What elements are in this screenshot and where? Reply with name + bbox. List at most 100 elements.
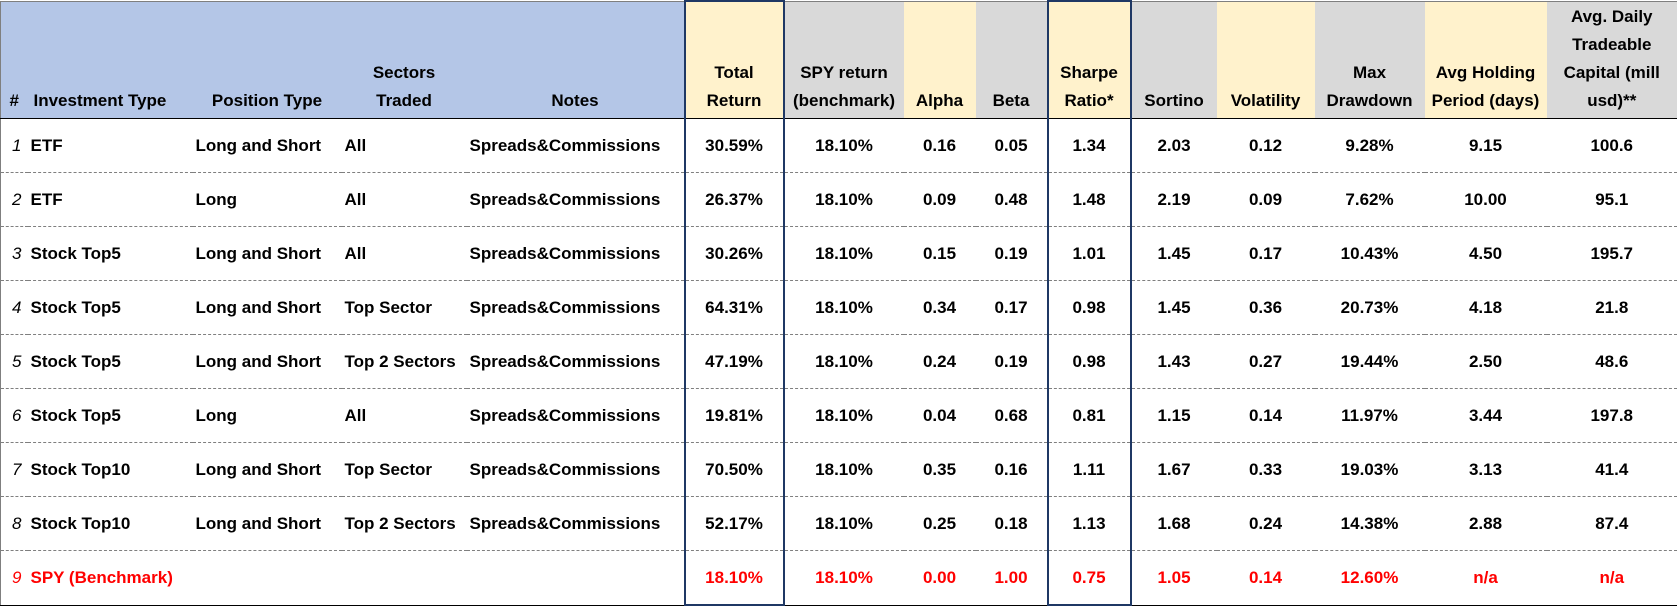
cell-spy-return[interactable]: 18.10% bbox=[784, 335, 904, 389]
cell-max-drawdown[interactable]: 10.43% bbox=[1315, 227, 1425, 281]
cell-sharpe-ratio[interactable]: 0.98 bbox=[1048, 335, 1131, 389]
cell-avg-daily-capital[interactable]: 21.8 bbox=[1547, 281, 1677, 335]
cell-investment-type[interactable]: Stock Top10 bbox=[28, 497, 193, 551]
row-number[interactable]: 3 bbox=[1, 227, 28, 281]
cell-avg-daily-capital[interactable]: 87.4 bbox=[1547, 497, 1677, 551]
header-sectors-traded[interactable]: Sectors Traded bbox=[342, 1, 467, 119]
cell-position-type[interactable]: Long and Short bbox=[193, 227, 342, 281]
cell-sectors-traded[interactable]: Top 2 Sectors bbox=[342, 497, 467, 551]
cell-notes[interactable]: Spreads&Commissions bbox=[467, 119, 685, 173]
cell-notes[interactable]: Spreads&Commissions bbox=[467, 227, 685, 281]
cell-total-return[interactable]: 18.10% bbox=[685, 551, 784, 606]
header-num[interactable]: # bbox=[1, 1, 28, 119]
row-number[interactable]: 5 bbox=[1, 335, 28, 389]
cell-sectors-traded[interactable]: All bbox=[342, 389, 467, 443]
cell-avg-holding-period[interactable]: 9.15 bbox=[1425, 119, 1547, 173]
cell-sortino[interactable]: 1.45 bbox=[1131, 227, 1217, 281]
cell-max-drawdown[interactable]: 20.73% bbox=[1315, 281, 1425, 335]
cell-sortino[interactable]: 1.05 bbox=[1131, 551, 1217, 606]
cell-position-type[interactable]: Long bbox=[193, 173, 342, 227]
cell-sharpe-ratio[interactable]: 1.48 bbox=[1048, 173, 1131, 227]
cell-sharpe-ratio[interactable]: 0.98 bbox=[1048, 281, 1131, 335]
cell-total-return[interactable]: 52.17% bbox=[685, 497, 784, 551]
cell-spy-return[interactable]: 18.10% bbox=[784, 119, 904, 173]
cell-alpha[interactable]: 0.24 bbox=[904, 335, 976, 389]
cell-beta[interactable]: 0.16 bbox=[976, 443, 1048, 497]
cell-investment-type[interactable]: Stock Top5 bbox=[28, 281, 193, 335]
cell-total-return[interactable]: 30.59% bbox=[685, 119, 784, 173]
cell-beta[interactable]: 0.19 bbox=[976, 227, 1048, 281]
cell-position-type[interactable]: Long and Short bbox=[193, 281, 342, 335]
cell-avg-daily-capital[interactable]: 195.7 bbox=[1547, 227, 1677, 281]
cell-spy-return[interactable]: 18.10% bbox=[784, 227, 904, 281]
cell-sectors-traded[interactable] bbox=[342, 551, 467, 606]
header-position-type[interactable]: Position Type bbox=[193, 1, 342, 119]
header-volatility[interactable]: Volatility bbox=[1217, 1, 1315, 119]
cell-spy-return[interactable]: 18.10% bbox=[784, 443, 904, 497]
cell-beta[interactable]: 1.00 bbox=[976, 551, 1048, 606]
header-avg-holding-period[interactable]: Avg Holding Period (days) bbox=[1425, 1, 1547, 119]
row-number[interactable]: 4 bbox=[1, 281, 28, 335]
header-sharpe-ratio[interactable]: Sharpe Ratio* bbox=[1048, 1, 1131, 119]
cell-avg-daily-capital[interactable]: 100.6 bbox=[1547, 119, 1677, 173]
cell-position-type[interactable]: Long bbox=[193, 389, 342, 443]
cell-sortino[interactable]: 1.43 bbox=[1131, 335, 1217, 389]
cell-investment-type[interactable]: Stock Top10 bbox=[28, 443, 193, 497]
header-beta[interactable]: Beta bbox=[976, 1, 1048, 119]
cell-position-type[interactable]: Long and Short bbox=[193, 335, 342, 389]
cell-sectors-traded[interactable]: Top 2 Sectors bbox=[342, 335, 467, 389]
cell-volatility[interactable]: 0.14 bbox=[1217, 551, 1315, 606]
cell-avg-daily-capital[interactable]: 48.6 bbox=[1547, 335, 1677, 389]
cell-investment-type[interactable]: Stock Top5 bbox=[28, 335, 193, 389]
cell-sharpe-ratio[interactable]: 1.13 bbox=[1048, 497, 1131, 551]
cell-avg-daily-capital[interactable]: 95.1 bbox=[1547, 173, 1677, 227]
header-spy-return[interactable]: SPY return (benchmark) bbox=[784, 1, 904, 119]
cell-notes[interactable]: Spreads&Commissions bbox=[467, 389, 685, 443]
cell-notes[interactable]: Spreads&Commissions bbox=[467, 281, 685, 335]
cell-spy-return[interactable]: 18.10% bbox=[784, 389, 904, 443]
cell-avg-holding-period[interactable]: 4.50 bbox=[1425, 227, 1547, 281]
cell-avg-holding-period[interactable]: n/a bbox=[1425, 551, 1547, 606]
cell-position-type[interactable]: Long and Short bbox=[193, 119, 342, 173]
cell-beta[interactable]: 0.05 bbox=[976, 119, 1048, 173]
cell-sortino[interactable]: 1.15 bbox=[1131, 389, 1217, 443]
cell-sectors-traded[interactable]: All bbox=[342, 173, 467, 227]
cell-sortino[interactable]: 1.45 bbox=[1131, 281, 1217, 335]
cell-alpha[interactable]: 0.16 bbox=[904, 119, 976, 173]
cell-alpha[interactable]: 0.09 bbox=[904, 173, 976, 227]
cell-beta[interactable]: 0.17 bbox=[976, 281, 1048, 335]
cell-alpha[interactable]: 0.15 bbox=[904, 227, 976, 281]
cell-avg-holding-period[interactable]: 3.13 bbox=[1425, 443, 1547, 497]
cell-sectors-traded[interactable]: Top Sector bbox=[342, 443, 467, 497]
cell-investment-type[interactable]: Stock Top5 bbox=[28, 227, 193, 281]
cell-volatility[interactable]: 0.14 bbox=[1217, 389, 1315, 443]
cell-alpha[interactable]: 0.34 bbox=[904, 281, 976, 335]
header-total-return[interactable]: Total Return bbox=[685, 1, 784, 119]
header-sortino[interactable]: Sortino bbox=[1131, 1, 1217, 119]
cell-sharpe-ratio[interactable]: 1.01 bbox=[1048, 227, 1131, 281]
cell-spy-return[interactable]: 18.10% bbox=[784, 551, 904, 606]
cell-total-return[interactable]: 64.31% bbox=[685, 281, 784, 335]
cell-volatility[interactable]: 0.24 bbox=[1217, 497, 1315, 551]
cell-investment-type[interactable]: SPY (Benchmark) bbox=[28, 551, 193, 606]
row-number[interactable]: 8 bbox=[1, 497, 28, 551]
cell-avg-holding-period[interactable]: 10.00 bbox=[1425, 173, 1547, 227]
row-number[interactable]: 6 bbox=[1, 389, 28, 443]
cell-position-type[interactable]: Long and Short bbox=[193, 497, 342, 551]
cell-sharpe-ratio[interactable]: 0.75 bbox=[1048, 551, 1131, 606]
cell-investment-type[interactable]: ETF bbox=[28, 173, 193, 227]
cell-sortino[interactable]: 2.19 bbox=[1131, 173, 1217, 227]
row-number[interactable]: 1 bbox=[1, 119, 28, 173]
cell-sectors-traded[interactable]: All bbox=[342, 119, 467, 173]
cell-max-drawdown[interactable]: 7.62% bbox=[1315, 173, 1425, 227]
header-notes[interactable]: Notes bbox=[467, 1, 685, 119]
cell-avg-holding-period[interactable]: 4.18 bbox=[1425, 281, 1547, 335]
cell-sortino[interactable]: 1.67 bbox=[1131, 443, 1217, 497]
cell-max-drawdown[interactable]: 12.60% bbox=[1315, 551, 1425, 606]
cell-total-return[interactable]: 19.81% bbox=[685, 389, 784, 443]
cell-notes[interactable] bbox=[467, 551, 685, 606]
cell-notes[interactable]: Spreads&Commissions bbox=[467, 335, 685, 389]
header-alpha[interactable]: Alpha bbox=[904, 1, 976, 119]
cell-volatility[interactable]: 0.17 bbox=[1217, 227, 1315, 281]
cell-max-drawdown[interactable]: 14.38% bbox=[1315, 497, 1425, 551]
